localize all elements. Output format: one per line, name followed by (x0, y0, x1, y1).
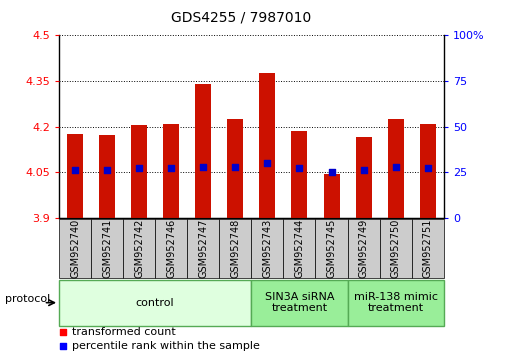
Point (424, 166, 432, 171)
Text: GSM952743: GSM952743 (263, 219, 272, 278)
Point (263, 160, 271, 166)
Bar (187, 219, 220, 278)
Bar (195, 84, 211, 218)
Text: miR-138 mimic
treatment: miR-138 mimic treatment (353, 292, 438, 314)
Text: GSM952742: GSM952742 (134, 219, 144, 278)
Bar (227, 119, 243, 218)
Bar (388, 119, 404, 218)
Text: GSM952745: GSM952745 (327, 219, 337, 278)
Text: GSM952747: GSM952747 (199, 219, 208, 278)
Point (391, 164, 400, 170)
Text: percentile rank within the sample: percentile rank within the sample (72, 341, 260, 350)
Point (103, 167, 111, 173)
Text: GSM952750: GSM952750 (391, 219, 401, 278)
Point (71, 167, 79, 173)
Bar (123, 219, 155, 278)
Bar (131, 125, 147, 218)
Text: GSM952751: GSM952751 (423, 219, 432, 278)
Bar (155, 219, 187, 278)
Bar (315, 219, 348, 278)
Bar (283, 219, 315, 278)
Text: SIN3A siRNA
treatment: SIN3A siRNA treatment (265, 292, 334, 314)
Text: GSM952748: GSM952748 (230, 219, 240, 278)
Text: GDS4255 / 7987010: GDS4255 / 7987010 (171, 11, 311, 25)
Point (135, 166, 143, 171)
Text: control: control (136, 298, 174, 308)
Point (295, 166, 304, 171)
Text: GSM952744: GSM952744 (294, 219, 304, 278)
Bar (67, 134, 83, 218)
Bar (380, 219, 411, 278)
Text: transformed count: transformed count (72, 327, 176, 337)
Text: GSM952740: GSM952740 (70, 219, 80, 278)
Text: GSM952741: GSM952741 (102, 219, 112, 278)
Bar (251, 280, 348, 326)
Bar (411, 219, 444, 278)
Point (231, 164, 240, 170)
Point (327, 169, 336, 175)
Text: protocol: protocol (5, 294, 50, 304)
Bar (324, 174, 340, 218)
Text: GSM952749: GSM952749 (359, 219, 368, 278)
Point (199, 164, 207, 170)
Bar (356, 137, 371, 218)
Bar (220, 219, 251, 278)
Point (360, 167, 368, 173)
Point (167, 166, 175, 171)
Bar (260, 73, 275, 218)
Text: GSM952746: GSM952746 (166, 219, 176, 278)
Bar (348, 280, 444, 326)
Point (58, 343, 67, 348)
Bar (59, 219, 91, 278)
Bar (59, 280, 251, 326)
Bar (251, 219, 283, 278)
Bar (91, 219, 123, 278)
Point (58, 330, 67, 335)
Bar (420, 124, 436, 218)
Bar (99, 135, 115, 218)
Bar (163, 124, 179, 218)
Bar (348, 219, 380, 278)
Bar (291, 131, 307, 218)
